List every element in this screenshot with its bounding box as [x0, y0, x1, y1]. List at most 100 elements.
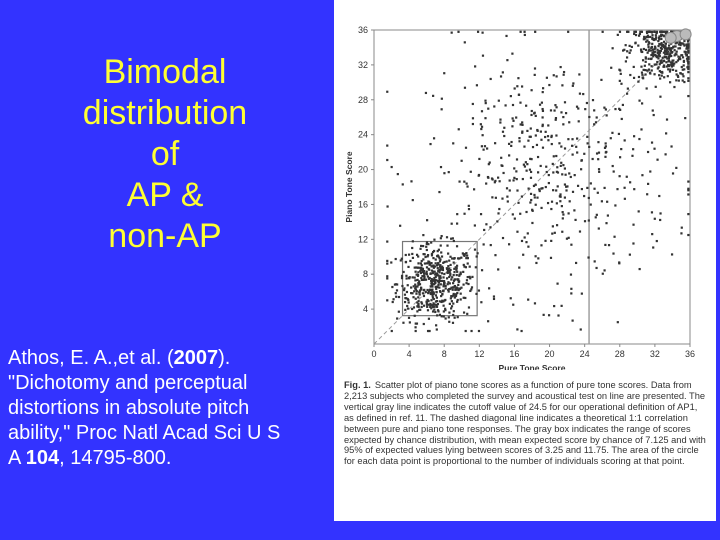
data-point: [415, 253, 419, 256]
data-point: [443, 172, 446, 175]
data-point: [639, 30, 642, 33]
data-point: [390, 165, 393, 169]
data-point: [612, 252, 615, 255]
data-point: [454, 266, 457, 269]
data-point: [523, 33, 526, 37]
data-point: [648, 42, 651, 45]
data-point: [443, 72, 446, 75]
data-point: [448, 275, 451, 279]
data-point: [430, 265, 433, 268]
data-point: [488, 287, 491, 290]
citation-line-4: ability," Proc Natl Acad Sci U S: [8, 422, 281, 444]
data-point: [687, 187, 690, 190]
data-point: [530, 89, 533, 92]
data-point: [417, 305, 420, 308]
data-point: [685, 47, 688, 50]
data-point: [589, 203, 592, 206]
data-point: [623, 48, 626, 51]
data-point: [456, 316, 459, 319]
data-point: [417, 262, 420, 265]
data-point: [662, 51, 665, 54]
data-point: [443, 282, 446, 285]
data-point: [510, 140, 513, 144]
data-point: [644, 37, 647, 40]
data-point: [460, 286, 463, 289]
data-point: [533, 67, 537, 70]
data-point: [397, 310, 400, 313]
data-point: [660, 33, 663, 36]
data-point: [471, 117, 475, 120]
data-point: [447, 267, 451, 270]
data-point: [603, 269, 606, 272]
data-point: [685, 45, 689, 48]
data-point: [430, 254, 434, 257]
data-point: [526, 232, 529, 235]
data-point: [444, 287, 447, 290]
data-point: [652, 53, 655, 57]
data-point: [484, 102, 487, 105]
data-point: [434, 275, 437, 279]
data-point: [414, 288, 418, 291]
data-point: [534, 255, 537, 258]
data-point: [571, 153, 574, 156]
data-point: [503, 134, 506, 138]
data-point: [629, 181, 632, 184]
data-point: [604, 108, 607, 111]
data-point: [597, 168, 601, 171]
data-point: [407, 301, 410, 304]
data-point: [568, 172, 571, 175]
data-point: [419, 262, 423, 265]
data-point: [408, 321, 411, 324]
data-point: [438, 271, 441, 274]
data-point: [658, 55, 661, 58]
data-point: [400, 277, 404, 280]
data-point: [493, 105, 496, 108]
data-point: [501, 71, 504, 74]
data-point: [431, 304, 434, 307]
data-point: [477, 289, 481, 292]
data-point: [512, 303, 515, 306]
data-point: [429, 302, 432, 306]
data-point: [536, 129, 539, 132]
data-point: [465, 282, 468, 285]
data-point: [423, 275, 426, 279]
data-point: [687, 77, 690, 80]
data-point: [418, 280, 421, 283]
data-point: [618, 175, 621, 178]
data-point: [607, 244, 611, 247]
data-point: [520, 329, 523, 333]
data-point: [501, 236, 505, 240]
data-point: [435, 305, 439, 308]
data-point: [432, 302, 435, 305]
data-point: [606, 200, 609, 203]
data-point: [670, 253, 674, 256]
data-point: [435, 328, 438, 331]
data-point: [641, 73, 644, 76]
data-point: [554, 118, 557, 121]
data-point: [446, 267, 449, 271]
data-point: [425, 241, 429, 244]
data-point: [559, 193, 562, 196]
data-point: [422, 258, 425, 261]
data-point: [650, 211, 654, 214]
data-point: [663, 47, 667, 50]
data-point: [517, 201, 520, 204]
citation-line-2: "Dichotomy and perceptual: [8, 372, 248, 394]
data-point: [562, 164, 565, 167]
data-point: [395, 295, 398, 298]
data-point: [565, 237, 569, 240]
data-point: [447, 290, 450, 293]
data-point: [449, 272, 452, 275]
data-point: [529, 192, 533, 195]
data-point: [469, 289, 472, 293]
data-point: [433, 279, 436, 282]
data-point: [551, 232, 554, 235]
data-point: [681, 73, 684, 76]
data-point: [673, 49, 676, 52]
data-point: [660, 35, 663, 38]
large-data-point: [679, 28, 692, 41]
data-point: [556, 166, 559, 169]
data-point: [628, 51, 631, 54]
data-point: [660, 42, 663, 45]
data-point: [677, 79, 680, 82]
